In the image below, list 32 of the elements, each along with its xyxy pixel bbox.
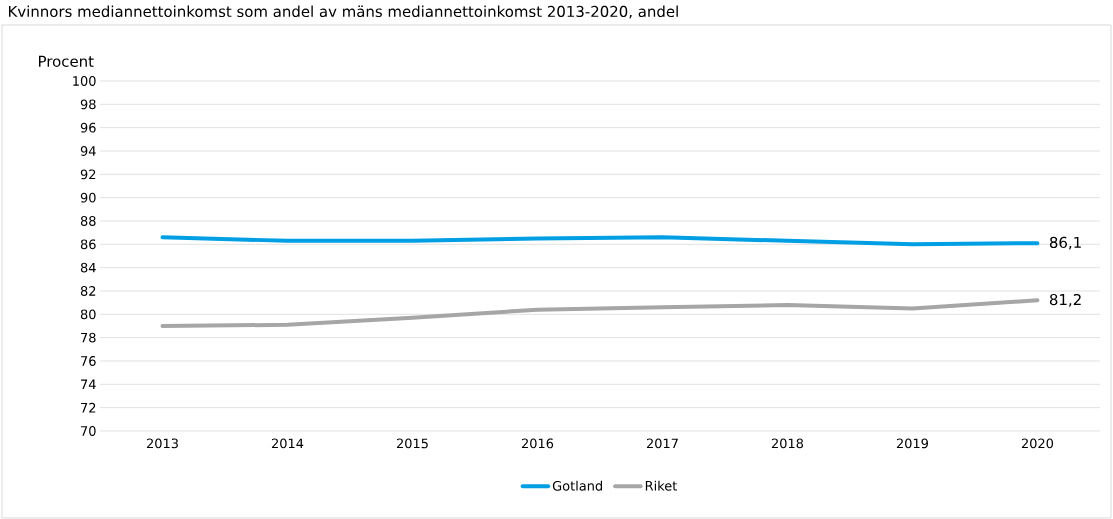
line-series	[160, 298, 1040, 328]
x-tick-label: 2015	[396, 438, 428, 449]
y-axis-title: Procent	[39, 55, 94, 67]
y-tick-label: 98	[80, 99, 96, 110]
y-tick-label: 90	[80, 192, 96, 203]
y-tick-label: 82	[80, 286, 96, 296]
legend-label: Riket	[645, 480, 677, 491]
data-label: 81,2	[1049, 293, 1081, 307]
x-tick-label: 2018	[771, 438, 804, 449]
y-tick-label: 84	[80, 262, 96, 273]
y-tick-label: 96	[80, 122, 96, 133]
y-tick-label: 100	[73, 76, 96, 86]
y-tick-label: 74	[81, 379, 96, 390]
data-label: 86,1	[1049, 236, 1081, 250]
y-tick-label: 94	[80, 146, 96, 156]
y-tick-label: 88	[80, 216, 96, 226]
y-tick-label: 70	[81, 426, 96, 436]
y-tick-label: 92	[80, 169, 96, 180]
y-tick-label: 72	[81, 402, 96, 413]
y-tick-label: 78	[81, 332, 96, 343]
legend-label: Gotland	[552, 480, 602, 491]
y-tick-label: 76	[81, 356, 96, 366]
chart-title: Kvinnors mediannettoinkomst som andel av mäns mediannettoinkomst 2013-2020, andel	[9, 5, 678, 19]
x-tick-label: 2014	[271, 438, 304, 449]
x-tick-label: 2017	[646, 438, 678, 449]
x-tick-label: 2013	[146, 438, 178, 449]
y-tick-label: 80	[80, 309, 96, 320]
x-tick-label: 2020	[1021, 438, 1054, 449]
y-tick-label: 86	[80, 239, 96, 250]
x-tick-label: 2019	[896, 438, 928, 449]
x-tick-label: 2016	[521, 438, 554, 449]
line-series	[160, 235, 1040, 247]
